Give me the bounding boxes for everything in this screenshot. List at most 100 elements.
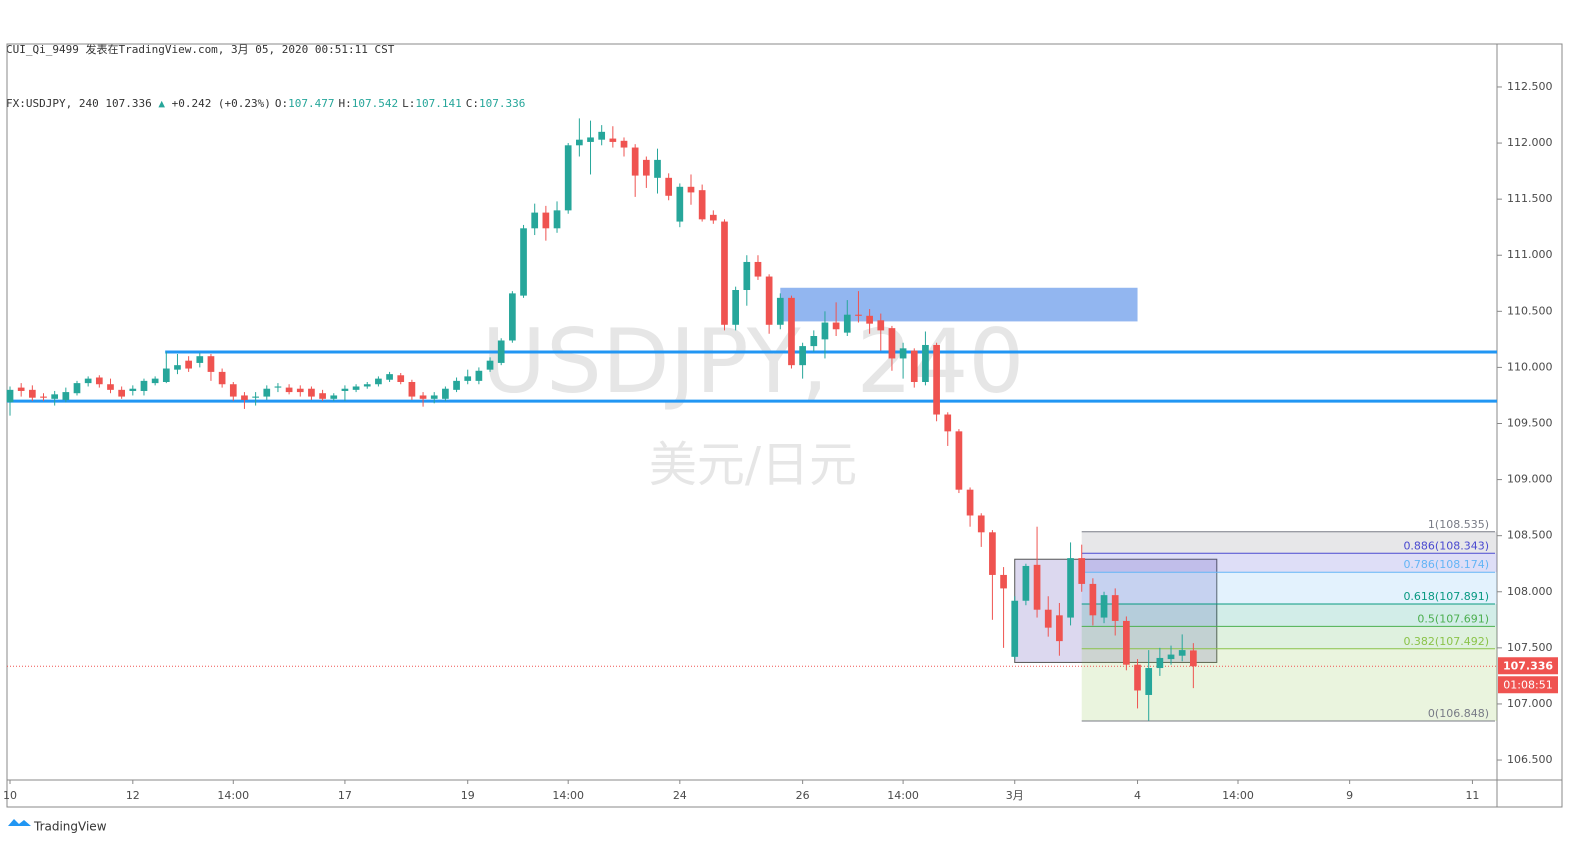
candle-body xyxy=(252,396,259,398)
candle-body xyxy=(397,375,405,382)
fib-label: 0.382(107.492) xyxy=(1403,635,1489,648)
candle-body xyxy=(620,140,628,148)
y-tick-label: 111.500 xyxy=(1507,192,1553,205)
candle-body xyxy=(308,388,315,397)
candle-body xyxy=(576,139,583,146)
ohlc-label: L: xyxy=(402,97,416,110)
candle-body xyxy=(151,378,159,384)
header-line: CUI_Qi_9499 发表在TradingView.com, 3月 05, 2… xyxy=(6,43,395,56)
ohlc: O:107.477 H:107.542 L:107.141 C:107.336 xyxy=(271,97,525,110)
candle-body xyxy=(1134,664,1141,691)
fib-band xyxy=(1081,603,1497,627)
y-tick-label: 112.000 xyxy=(1507,136,1553,149)
candle-body xyxy=(933,344,940,415)
candle-body xyxy=(687,186,695,193)
y-tick-label: 109.000 xyxy=(1507,473,1553,486)
candle-body xyxy=(174,365,181,370)
candle-body xyxy=(1033,564,1041,610)
candle-body xyxy=(765,276,773,325)
candle-body xyxy=(475,370,483,381)
candle-body xyxy=(229,384,237,397)
x-tick-label: 14:00 xyxy=(887,789,919,802)
candle-body xyxy=(531,212,539,229)
candle-body xyxy=(330,395,338,399)
header-quote: FX:USDJPY, 240 107.336 ▲ +0.242 (+0.23%)… xyxy=(6,95,525,113)
watermark-desc: 美元/日元 xyxy=(649,437,857,493)
candle-body xyxy=(922,344,929,382)
logo-icon xyxy=(8,819,31,826)
candle-body xyxy=(866,315,873,324)
candle-body xyxy=(386,374,393,380)
ohlc-label: C: xyxy=(465,97,479,110)
candle-body xyxy=(1056,615,1063,642)
watermark-symbol: USDJPY, 240 xyxy=(482,310,1025,413)
candle-body xyxy=(899,348,907,359)
fib-label: 0(106.848) xyxy=(1428,707,1489,720)
fib-label: 0.5(107.691) xyxy=(1417,612,1489,625)
candle-body xyxy=(162,368,170,382)
candle-body xyxy=(509,293,516,341)
candle-body xyxy=(810,335,818,347)
candle-body xyxy=(732,290,739,325)
candle-body xyxy=(1000,574,1007,589)
candle-body xyxy=(855,314,862,316)
candle-body xyxy=(218,371,226,385)
fib-band xyxy=(1081,626,1497,649)
candle-body xyxy=(185,360,192,369)
candle-body xyxy=(665,177,673,196)
candle-body xyxy=(62,392,70,400)
ohlc-label: H: xyxy=(338,97,352,110)
x-tick-label: 26 xyxy=(796,789,810,802)
y-tick-label: 107.500 xyxy=(1507,641,1553,654)
candle-body xyxy=(430,395,438,399)
countdown-tag xyxy=(1498,676,1558,694)
candle-body xyxy=(1089,583,1097,616)
fib-band xyxy=(1081,553,1497,573)
y-tick-label: 112.500 xyxy=(1507,80,1553,93)
x-tick-label: 24 xyxy=(673,789,687,802)
x-tick-label: 14:00 xyxy=(552,789,584,802)
candle-body xyxy=(1145,668,1153,695)
candle-body xyxy=(832,322,840,330)
header: CUI_Qi_9499 发表在TradingView.com, 3月 05, 2… xyxy=(6,5,525,131)
candle-body xyxy=(1067,558,1074,618)
candle-body xyxy=(877,320,885,331)
last-price-label: 107.336 xyxy=(1503,659,1553,672)
candle-body xyxy=(375,378,382,385)
candle-body xyxy=(296,388,304,393)
zone xyxy=(780,287,1138,322)
fib-label: 0.886(108.343) xyxy=(1403,539,1489,552)
ohlc-value: 107.542 xyxy=(351,97,399,110)
x-tick-label: 9 xyxy=(1346,789,1353,802)
candle-body xyxy=(84,378,92,384)
brand[interactable]: TradingView xyxy=(33,820,107,834)
candle-body xyxy=(631,147,639,176)
x-tick-label: 4 xyxy=(1134,789,1141,802)
candle-body xyxy=(408,381,416,397)
x-tick-label: 11 xyxy=(1465,789,1479,802)
candle-body xyxy=(564,145,572,211)
ohlc-value: 107.477 xyxy=(288,97,335,110)
candle-body xyxy=(743,261,751,291)
candle-body xyxy=(263,388,271,397)
candle-body xyxy=(799,346,806,366)
ohlc-value: 107.336 xyxy=(479,97,526,110)
candle-body xyxy=(654,159,661,178)
candle-body xyxy=(285,387,293,393)
candle-body xyxy=(419,395,427,399)
candle-body xyxy=(1044,609,1052,628)
candle-body xyxy=(520,228,527,296)
y-tick-label: 106.500 xyxy=(1507,753,1553,766)
frame xyxy=(6,43,1563,808)
candle-body xyxy=(464,376,472,381)
ohlc-label: O: xyxy=(274,97,289,110)
symbol: FX:USDJPY, 240 xyxy=(6,97,99,110)
candle-body xyxy=(1078,558,1086,584)
candle-body xyxy=(363,384,371,387)
candle-body xyxy=(95,377,103,385)
candle-body xyxy=(17,387,25,391)
x-tick-label: 12 xyxy=(126,789,140,802)
candle-body xyxy=(341,388,349,391)
candle-body xyxy=(241,395,248,400)
